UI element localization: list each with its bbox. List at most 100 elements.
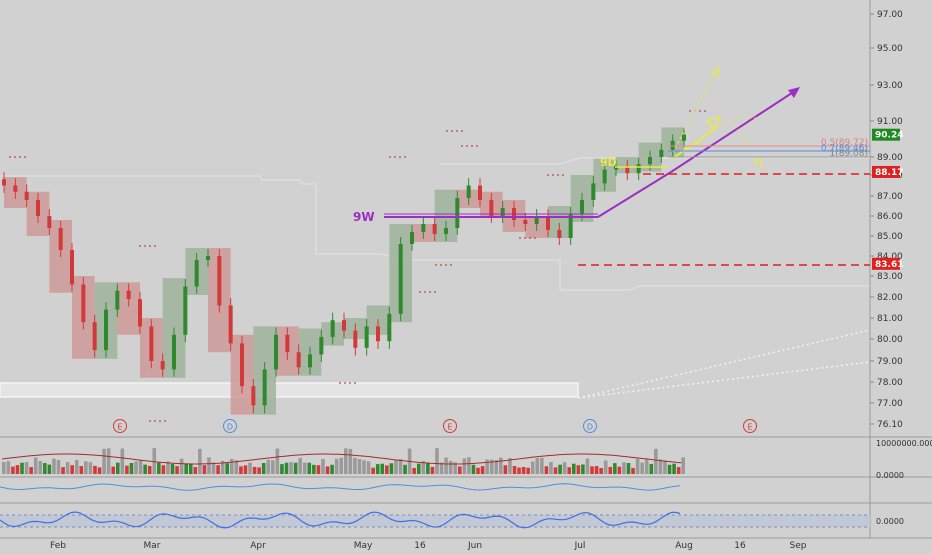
volume-bar [462,458,467,474]
volume-bar [111,466,115,474]
volume-bar [530,461,535,474]
volume-bar [125,465,129,474]
volume-bar [243,465,248,474]
marker-dot [424,291,426,293]
volume-bar [371,467,375,474]
volume-bar [380,463,385,474]
volume-bar [631,467,635,474]
volume-bar [307,462,312,474]
marker-dot [144,245,146,247]
marker-dot [349,382,351,384]
volume-bar [394,459,398,474]
range-box [434,189,458,242]
volume-bar [649,463,654,474]
candle-body [81,284,86,323]
volume-bar [97,467,102,474]
candle-body [58,228,63,250]
price-tick-label: 84.00 [877,252,903,262]
event-marker-circle [223,419,237,433]
candle-body [478,185,482,200]
volume-bar [29,467,33,474]
marker-dot [139,245,141,247]
volume-bar [11,466,15,474]
volume-bar [330,464,334,474]
price-badge-label: 90.24 [875,131,903,141]
marker-dot [9,156,11,158]
marker-dot [562,174,564,176]
volume-bar [485,459,489,474]
volume-bar [667,464,672,474]
volume-bar [298,457,302,474]
volume-bar [567,467,571,474]
price-tick-label: 79.00 [877,357,903,367]
candle-body [387,313,392,342]
marker-dot [699,110,701,112]
price-tick-label: 91.00 [877,117,903,127]
candle-body [308,354,312,368]
candle-body [70,250,74,285]
volume-bar [458,466,462,474]
purple-arrowhead [788,87,800,98]
volume-bar [170,464,175,474]
volume-bar [179,458,184,474]
volume-bar [594,466,599,474]
candle-body [126,290,131,300]
candle-body [455,198,460,228]
volume-bar [576,465,581,474]
volume-bar [635,458,640,474]
marker-dot [24,156,26,158]
volume-bar [348,448,353,474]
candle-body [183,286,188,335]
volume-bar [88,462,93,474]
volume-bar [175,466,179,474]
volume-bar [622,462,626,474]
fib-label-1: 1(89.08) [829,149,868,159]
time-axis-label: May [354,541,373,550]
volume-bar [339,457,343,474]
marker-dot [149,245,151,247]
volume-bar [70,465,74,474]
volume-bar [439,462,444,474]
osc1-axis-label: 0.0000 [876,471,904,480]
candle-body [104,309,108,350]
candle-body [330,320,335,337]
volume-bar [220,460,225,474]
volume-bar [61,467,65,474]
candle-body [296,352,301,368]
volume-bar [312,464,316,474]
price-badge-label: 83.61 [875,260,903,270]
event-marker-label: E [117,423,122,432]
marker-dot [461,130,463,132]
event-marker-circle [743,419,757,433]
yellow-arrowhead-mid [705,115,722,132]
candle-body [138,299,142,327]
volume-bar [421,460,426,474]
volume-bar [216,465,220,474]
time-axis-label: Aug [675,541,693,550]
volume-bar [640,462,644,474]
marker-dot [154,245,156,247]
volume-bar [480,466,485,474]
event-marker-circle [113,419,127,433]
marker-dot [399,156,401,158]
volume-bar [585,458,590,474]
volume-bar [681,457,685,474]
volume-bar [257,467,261,474]
volume-bar [398,459,403,474]
candle-body [410,232,414,244]
volume-bar [658,459,663,474]
event-marker-circle [443,419,457,433]
candle-body [217,256,222,306]
candle-body [274,334,278,370]
candle-body [160,361,165,370]
candle-body [602,169,607,184]
volume-bar [448,460,453,474]
marker-dot [466,145,468,147]
price-badge [872,128,900,141]
volume-bar [435,448,439,474]
volume-bar [603,460,608,474]
marker-dot [534,237,536,239]
volume-bar [271,460,275,474]
